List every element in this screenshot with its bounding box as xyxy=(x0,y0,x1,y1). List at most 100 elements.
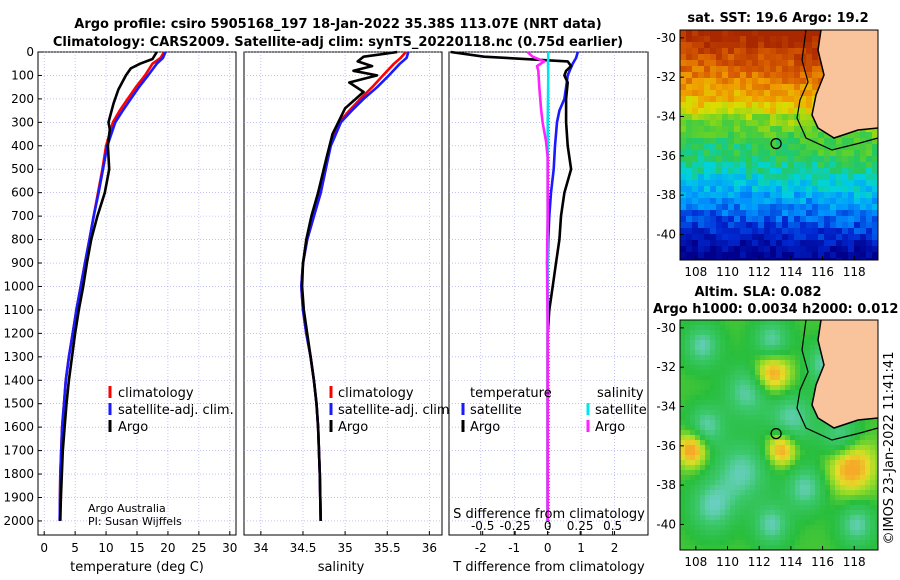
sst-cell xyxy=(800,36,807,43)
sla-cell xyxy=(740,520,746,526)
sla-cell xyxy=(805,515,811,521)
sla-cell xyxy=(810,430,816,436)
sla-cell xyxy=(715,510,721,516)
sla-cell xyxy=(740,455,746,461)
sla-cell xyxy=(680,385,686,391)
sla-cell xyxy=(780,430,786,436)
sla-cell xyxy=(725,325,731,331)
sla-cell xyxy=(725,535,731,541)
sla-cell xyxy=(690,505,696,511)
sla-cell xyxy=(700,510,706,516)
sla-cell xyxy=(860,505,866,511)
sst-cell xyxy=(704,84,711,91)
sst-cell xyxy=(734,168,741,175)
sst-cell xyxy=(734,90,741,97)
sla-cell xyxy=(810,535,816,541)
sst-cell xyxy=(812,60,819,67)
sla-map-subtitle: Argo h1000: 0.0034 h2000: 0.012 xyxy=(653,302,898,317)
sst-cell xyxy=(866,228,873,235)
y-tick-label: 800 xyxy=(11,233,34,247)
sst-cell xyxy=(758,240,765,247)
sst-cell xyxy=(698,186,705,193)
sla-cell xyxy=(700,470,706,476)
sla-cell xyxy=(820,485,826,491)
sst-cell xyxy=(836,228,843,235)
sla-cell xyxy=(705,520,711,526)
sst-cell xyxy=(770,198,777,205)
sst-cell xyxy=(866,156,873,163)
sla-cell xyxy=(760,435,766,441)
sla-cell xyxy=(795,345,801,351)
sla-cell xyxy=(775,460,781,466)
sla-cell xyxy=(740,320,746,326)
sst-cell xyxy=(836,156,843,163)
sla-cell xyxy=(835,515,841,521)
sla-cell xyxy=(810,410,816,416)
sla-cell xyxy=(725,380,731,386)
sla-cell xyxy=(710,440,716,446)
sst-cell xyxy=(686,90,693,97)
sst-cell xyxy=(812,66,819,73)
sla-cell xyxy=(710,455,716,461)
sla-cell xyxy=(760,325,766,331)
sla-cell xyxy=(800,525,806,531)
sla-cell xyxy=(765,510,771,516)
sla-cell xyxy=(725,360,731,366)
sla-cell xyxy=(740,375,746,381)
sla-cell xyxy=(715,405,721,411)
sla-cell xyxy=(720,400,726,406)
sst-cell xyxy=(782,150,789,157)
sst-cell xyxy=(740,252,747,259)
salinity-legend: climatology satellite-adj. clim. Argo xyxy=(329,386,454,435)
sla-cell xyxy=(725,335,731,341)
sla-cell xyxy=(765,340,771,346)
sst-cell xyxy=(764,138,771,145)
sla-cell xyxy=(770,525,776,531)
sla-cell xyxy=(790,460,796,466)
sst-cell xyxy=(782,240,789,247)
sla-cell xyxy=(790,540,796,546)
sst-cell xyxy=(770,72,777,79)
sla-cell xyxy=(765,350,771,356)
sla-cell xyxy=(875,540,878,546)
sla-cell xyxy=(750,445,756,451)
sla-cell xyxy=(815,330,821,336)
sla-cell xyxy=(690,340,696,346)
sla-cell xyxy=(735,330,741,336)
sla-cell xyxy=(745,370,751,376)
sla-cell xyxy=(765,415,771,421)
map-x-tick-label: 118 xyxy=(843,555,866,569)
sla-cell xyxy=(740,450,746,456)
sst-cell xyxy=(788,54,795,61)
sst-cell xyxy=(746,84,753,91)
sst-cell xyxy=(812,54,819,61)
sst-cell xyxy=(740,150,747,157)
sst-cell xyxy=(818,132,825,139)
sla-cell xyxy=(780,390,786,396)
sla-cell xyxy=(775,500,781,506)
sst-cell xyxy=(776,222,783,229)
sst-cell xyxy=(770,42,777,49)
sst-cell xyxy=(740,234,747,241)
sst-cell xyxy=(680,120,687,127)
sla-cell xyxy=(820,520,826,526)
sla-cell xyxy=(805,440,811,446)
sst-cell xyxy=(680,90,687,97)
sst-cell xyxy=(764,186,771,193)
sst-cell xyxy=(722,258,729,260)
sst-cell xyxy=(764,204,771,211)
sst-cell xyxy=(770,162,777,169)
temperature-legend: climatology satellite-adj. clim. Argo xyxy=(108,386,234,435)
sst-cell xyxy=(692,246,699,253)
sst-cell xyxy=(692,186,699,193)
sla-cell xyxy=(815,460,821,466)
sla-cell xyxy=(865,475,871,481)
sla-cell xyxy=(755,405,761,411)
sla-cell xyxy=(820,535,826,541)
sla-cell xyxy=(730,385,736,391)
sst-cell xyxy=(728,162,735,169)
sla-cell xyxy=(725,485,731,491)
sst-cell xyxy=(866,150,873,157)
sla-cell xyxy=(865,430,871,436)
sla-cell xyxy=(755,500,761,506)
